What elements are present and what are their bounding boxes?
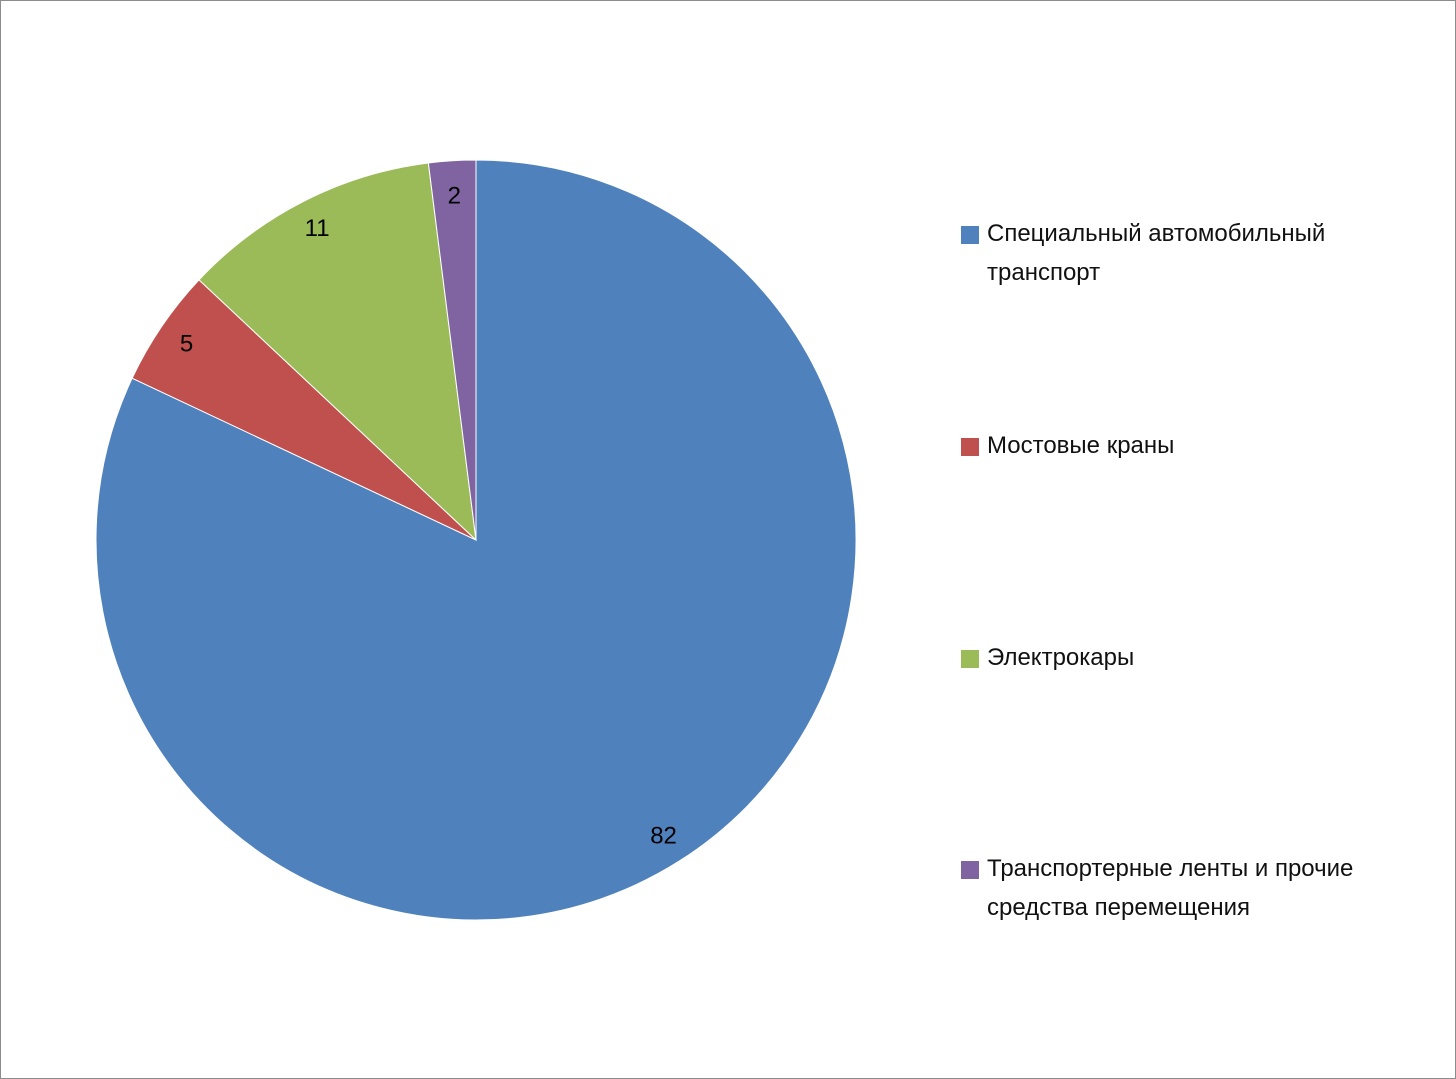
data-label-0: 82 <box>650 823 677 850</box>
legend-label: Транспортерные ленты и прочие средства п… <box>987 855 1354 921</box>
legend-swatch <box>961 861 979 879</box>
pie-slice-2 <box>198 162 477 542</box>
pie-slice-3 <box>427 159 477 541</box>
legend-label: Специальный автомобильный транспорт <box>987 220 1326 286</box>
data-label-3: 2 <box>448 183 461 210</box>
legend-label: Электрокары <box>987 644 1135 671</box>
legend-item-2: Электрокары <box>961 638 1431 677</box>
data-label-2: 11 <box>305 215 330 242</box>
legend-label: Мостовые краны <box>987 432 1175 459</box>
legend-swatch <box>961 650 979 668</box>
legend-swatch <box>961 226 979 244</box>
data-label-1: 5 <box>180 330 193 357</box>
legend-item-0: Специальный автомобильный транспорт <box>961 214 1431 292</box>
legend-swatch <box>961 438 979 456</box>
legend-item-1: Мостовые краны <box>961 426 1431 465</box>
legend-item-3: Транспортерные ленты и прочие средства п… <box>961 849 1431 927</box>
